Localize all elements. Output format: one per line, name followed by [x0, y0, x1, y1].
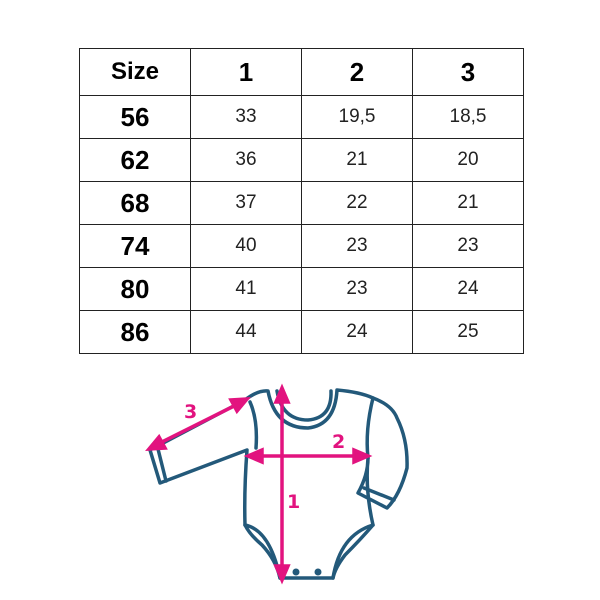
measure-2-cell: 24 [301, 310, 413, 354]
table-row: 56 33 19,5 18,5 [79, 95, 524, 139]
measure-arrows [145, 383, 373, 585]
table-row: 86 44 24 25 [79, 310, 524, 354]
measure-2-cell: 22 [301, 181, 413, 225]
measure-1-cell: 36 [190, 138, 302, 182]
measure-3-cell: 20 [412, 138, 524, 182]
snap-button [314, 568, 322, 576]
length-label: 1 [287, 491, 300, 513]
table-row: 62 36 21 20 [79, 138, 524, 182]
table-header-row: Size 1 2 3 [79, 48, 524, 96]
measure-2-cell: 23 [301, 224, 413, 268]
arrow-head [273, 564, 291, 585]
measure-2-cell: 19,5 [301, 95, 413, 139]
measure-1-cell: 44 [190, 310, 302, 354]
sleeve-arrow [157, 402, 239, 446]
arrow-head [352, 447, 373, 465]
arrow-head [228, 397, 251, 415]
chest-label: 2 [332, 431, 345, 453]
table-row: 74 40 23 23 [79, 224, 524, 268]
size-cell: 74 [79, 224, 191, 268]
measure-3-cell: 25 [412, 310, 524, 354]
snap-button [292, 568, 300, 576]
measure-3-cell: 18,5 [412, 95, 524, 139]
arrow-head [243, 447, 264, 465]
measure-3-cell: 24 [412, 267, 524, 311]
header-measure-1: 1 [190, 48, 302, 96]
measure-3-cell: 23 [412, 224, 524, 268]
sleeve-label: 3 [184, 401, 197, 423]
size-cell: 62 [79, 138, 191, 182]
size-table: Size 1 2 3 56 33 19,5 18,5 62 36 21 20 68 37 22 21 7… [79, 48, 524, 354]
arrow-head [273, 383, 291, 404]
table-row: 68 37 22 21 [79, 181, 524, 225]
header-size: Size [79, 48, 191, 96]
size-cell: 80 [79, 267, 191, 311]
arrow-head [145, 433, 168, 451]
